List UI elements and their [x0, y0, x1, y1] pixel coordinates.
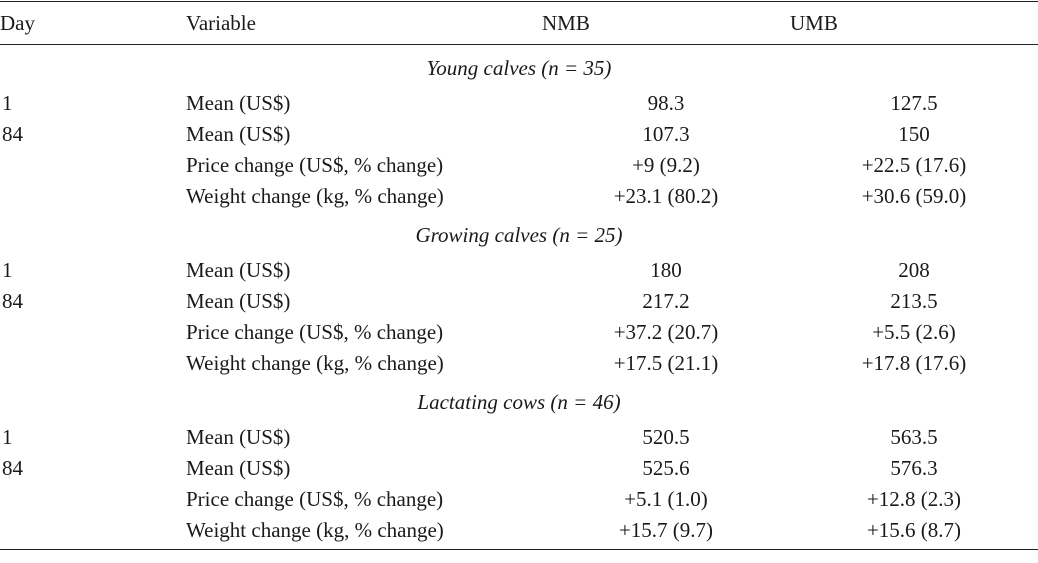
- cell-day: 1: [2, 91, 13, 115]
- cell-umb: 213.5: [890, 289, 938, 313]
- table-row: Weight change (kg, % change) +15.7 (9.7)…: [0, 515, 1038, 550]
- group-heading-row: Lactating cows (n = 46): [0, 379, 1038, 422]
- cell-day: [0, 181, 186, 212]
- cell-variable: Mean (US$): [186, 258, 291, 282]
- cell-variable: Mean (US$): [186, 289, 291, 313]
- cell-day: [0, 317, 186, 348]
- table-header-row: Day Variable NMB UMB: [0, 1, 1038, 45]
- header-day: Day: [0, 1, 186, 45]
- cell-variable: Mean (US$): [186, 91, 291, 115]
- cell-nmb: +15.7 (9.7): [542, 515, 790, 550]
- cell-variable: Mean (US$): [186, 425, 291, 449]
- cell-nmb: +37.2 (20.7): [613, 320, 719, 344]
- header-variable: Variable: [186, 1, 542, 45]
- table-body: Young calves (n = 35) 1 Mean (US$) 98.3 …: [0, 45, 1038, 550]
- cell-umb: +12.8 (2.3): [866, 487, 962, 511]
- cell-variable: Price change (US$, % change): [186, 153, 444, 177]
- table-row: Weight change (kg, % change) +23.1 (80.2…: [0, 181, 1038, 212]
- cell-variable: Weight change (kg, % change): [186, 515, 542, 550]
- cell-variable: Mean (US$): [186, 122, 291, 146]
- cell-umb: +22.5 (17.6): [861, 153, 967, 177]
- cell-nmb: +5.1 (1.0): [624, 487, 708, 511]
- cell-nmb: 217.2: [642, 289, 690, 313]
- cell-day: 1: [2, 425, 13, 449]
- cell-nmb: +9 (9.2): [632, 153, 700, 177]
- cell-day: [0, 150, 186, 181]
- table-row: Weight change (kg, % change) +17.5 (21.1…: [0, 348, 1038, 379]
- cell-variable: Mean (US$): [186, 456, 291, 480]
- cell-variable: Price change (US$, % change): [186, 487, 444, 511]
- table-row: Price change (US$, % change) +37.2 (20.7…: [0, 317, 1038, 348]
- table-row: 84 Mean (US$) 525.6 576.3: [0, 453, 1038, 484]
- cell-day: 84: [2, 456, 23, 480]
- cell-umb: +15.6 (8.7): [790, 515, 1038, 550]
- cell-umb: +30.6 (59.0): [861, 184, 967, 208]
- cell-umb: 563.5: [890, 425, 938, 449]
- group-title: Growing calves (n = 25): [415, 223, 623, 247]
- table-row: 1 Mean (US$) 520.5 563.5: [0, 422, 1038, 453]
- table-row: 84 Mean (US$) 217.2 213.5: [0, 286, 1038, 317]
- cell-umb: 208: [898, 258, 930, 282]
- cell-nmb: 98.3: [647, 91, 685, 115]
- group-heading-row: Young calves (n = 35): [0, 45, 1038, 89]
- cell-umb: +5.5 (2.6): [872, 320, 956, 344]
- cell-nmb: +17.5 (21.1): [613, 351, 719, 375]
- cell-variable: Weight change (kg, % change): [186, 351, 444, 375]
- header-nmb: NMB: [542, 1, 790, 45]
- cell-day: 84: [2, 122, 23, 146]
- cell-day: [0, 484, 186, 515]
- cell-day: [0, 515, 186, 550]
- cell-nmb: 525.6: [642, 456, 690, 480]
- cell-nmb: 107.3: [642, 122, 690, 146]
- group-heading-row: Growing calves (n = 25): [0, 212, 1038, 255]
- table-row: Price change (US$, % change) +9 (9.2) +2…: [0, 150, 1038, 181]
- table-row: 1 Mean (US$) 98.3 127.5: [0, 88, 1038, 119]
- cell-day: 1: [2, 258, 13, 282]
- cell-variable: Weight change (kg, % change): [186, 184, 444, 208]
- group-title: Lactating cows (n = 46): [417, 390, 621, 414]
- table-row: 84 Mean (US$) 107.3 150: [0, 119, 1038, 150]
- cell-day: 84: [2, 289, 23, 313]
- group-title: Young calves (n = 35): [426, 56, 612, 80]
- cell-umb: +17.8 (17.6): [861, 351, 967, 375]
- table-row: 1 Mean (US$) 180 208: [0, 255, 1038, 286]
- cell-variable: Price change (US$, % change): [186, 320, 444, 344]
- cell-day: [0, 348, 186, 379]
- cell-nmb: 180: [650, 258, 682, 282]
- results-table: Day Variable NMB UMB Young calves (n = 3…: [0, 1, 1038, 550]
- cell-umb: 150: [898, 122, 930, 146]
- cell-nmb: +23.1 (80.2): [613, 184, 719, 208]
- cell-umb: 576.3: [890, 456, 938, 480]
- cell-umb: 127.5: [890, 91, 938, 115]
- header-umb: UMB: [790, 1, 1038, 45]
- table-row: Price change (US$, % change) +5.1 (1.0) …: [0, 484, 1038, 515]
- cell-nmb: 520.5: [642, 425, 690, 449]
